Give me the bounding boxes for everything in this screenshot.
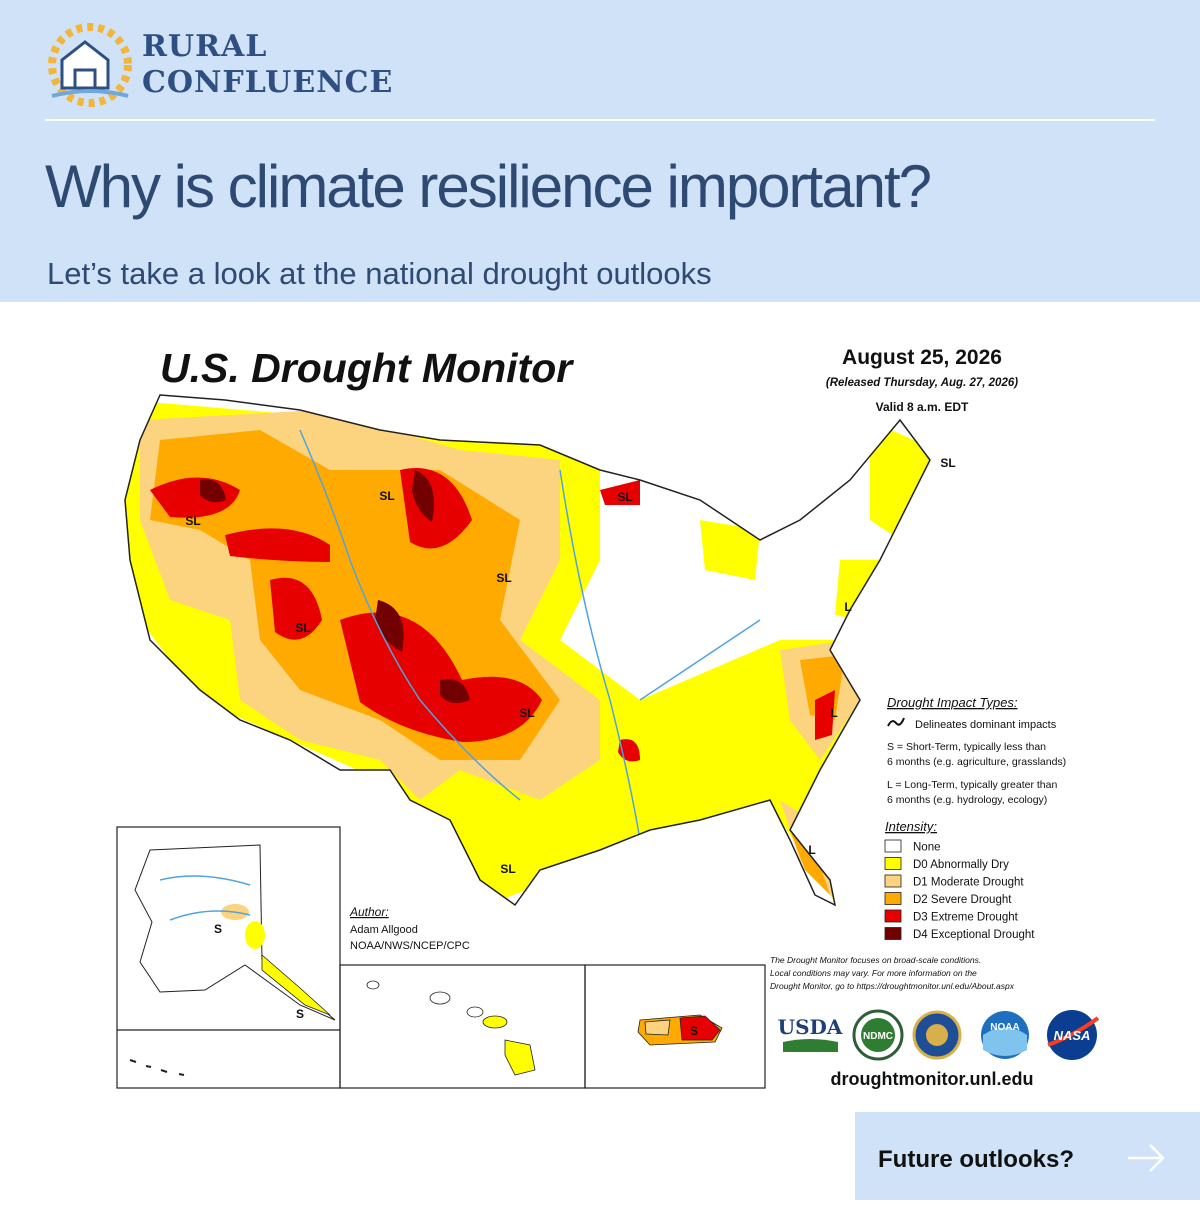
legend-label: D4 Exceptional Drought	[913, 929, 1035, 941]
drought-areas	[125, 400, 930, 905]
map-date: August 25, 2026	[842, 346, 1002, 369]
brand-line1: RURAL	[142, 29, 267, 64]
hawaii	[366, 980, 536, 1076]
legend-label: D0 Abnormally Dry	[913, 859, 1009, 871]
disclaimer: The Drought Monitor focuses on broad-sca…	[770, 955, 1015, 991]
region-label: SL	[379, 489, 394, 503]
region-label: SL	[295, 621, 310, 635]
region-label: SL	[500, 862, 515, 876]
drought-area	[835, 560, 880, 620]
logo-ndmc: NDMC	[863, 1031, 893, 1042]
impact-symbol	[887, 717, 905, 727]
logo-noaa: NOAA	[990, 1022, 1019, 1033]
logo-nasa: NASA	[1054, 1028, 1091, 1043]
button-label[interactable]: Future outlooks?	[878, 1146, 1074, 1173]
drought-area	[440, 679, 470, 704]
insets	[116, 826, 766, 1089]
alaska	[129, 844, 336, 1076]
map-url: droughtmonitor.unl.edu	[831, 1069, 1034, 1089]
intensity-title: Intensity:	[885, 819, 937, 834]
legend-swatch	[884, 857, 902, 870]
legend-swatch	[884, 909, 902, 923]
drought-area	[600, 480, 640, 505]
legend-swatch	[884, 839, 902, 853]
next-button[interactable]: Future outlooks?	[855, 1112, 1200, 1200]
author: Author: Adam Allgood NOAA/NWS/NCEP/CPC	[349, 905, 470, 952]
drought-area	[225, 528, 330, 562]
header-band	[0, 0, 1200, 302]
legend-swatch	[884, 927, 902, 940]
us-map	[124, 394, 931, 907]
drought-area	[200, 479, 226, 503]
impact-title: Drought Impact Types:	[887, 695, 1018, 710]
impact-short: 6 months (e.g. agriculture, grasslands)	[887, 756, 1066, 768]
disclaimer-line: Local conditions may vary. For more info…	[770, 968, 977, 978]
impact-delineates: Delineates dominant impacts	[915, 719, 1057, 731]
legend-swatch	[884, 874, 902, 888]
region-label: SL	[519, 706, 534, 720]
region-label: S	[690, 1024, 698, 1038]
intensity-legend: None D0 Abnormally Dry D1 Moderate Drought…	[884, 839, 1035, 941]
author-org: NOAA/NWS/NCEP/CPC	[350, 940, 470, 952]
legend-label: D1 Moderate Drought	[913, 877, 1024, 889]
disclaimer-line: Drought Monitor, go to https://droughtmo…	[770, 981, 1015, 991]
river	[299, 429, 761, 841]
author-heading: Author:	[349, 905, 389, 919]
disclaimer-line: The Drought Monitor focuses on broad-sca…	[770, 955, 981, 965]
drought-area	[412, 470, 434, 522]
drought-area	[340, 612, 542, 742]
logos: USDA NDMC NOAA NASA	[778, 1009, 1100, 1061]
region-label: SL	[496, 571, 511, 585]
author-name: Adam Allgood	[350, 924, 418, 936]
puerto-rico	[637, 1014, 723, 1046]
logo-usda: USDA	[778, 1015, 843, 1039]
map-valid: Valid 8 a.m. EDT	[876, 400, 969, 414]
impact-long: 6 months (e.g. hydrology, ecology)	[887, 794, 1047, 806]
drought-area	[270, 577, 322, 640]
drought-area	[375, 600, 404, 652]
drought-area	[790, 830, 830, 895]
region-label: SL	[617, 490, 632, 504]
region-label: L	[830, 706, 837, 720]
legend-label: D3 Extreme Drought	[913, 912, 1019, 924]
legend-label: None	[913, 842, 941, 854]
region-label: S	[214, 922, 222, 936]
legend-swatch	[884, 892, 902, 905]
logo-icon	[48, 23, 132, 107]
headline: Why is climate resilience important?	[45, 153, 931, 220]
region-label: SL	[940, 456, 955, 470]
drought-area	[700, 520, 760, 580]
button-arrow[interactable]	[1128, 1144, 1165, 1172]
brand-line2: CONFLUENCE	[142, 65, 393, 100]
drought-area	[870, 420, 930, 540]
region-label: S	[296, 1007, 304, 1021]
impact-long: L = Long-Term, typically greater than	[887, 779, 1057, 791]
map-released: (Released Thursday, Aug. 27, 2026)	[826, 377, 1018, 389]
region-label: SL	[185, 514, 200, 528]
us-outline	[124, 394, 931, 907]
region-label: L	[808, 843, 815, 857]
impact-legend: Drought Impact Types: Delineates dominan…	[885, 695, 1066, 834]
button-bg[interactable]	[855, 1112, 1200, 1200]
map-title: U.S. Drought Monitor	[160, 345, 574, 391]
subheadline: Let’s take a look at the national drough…	[47, 256, 712, 291]
region-label: L	[844, 600, 851, 614]
legend-label: D2 Severe Drought	[913, 894, 1012, 906]
drought-area	[815, 690, 835, 740]
impact-short: S = Short-Term, typically less than	[887, 741, 1046, 753]
